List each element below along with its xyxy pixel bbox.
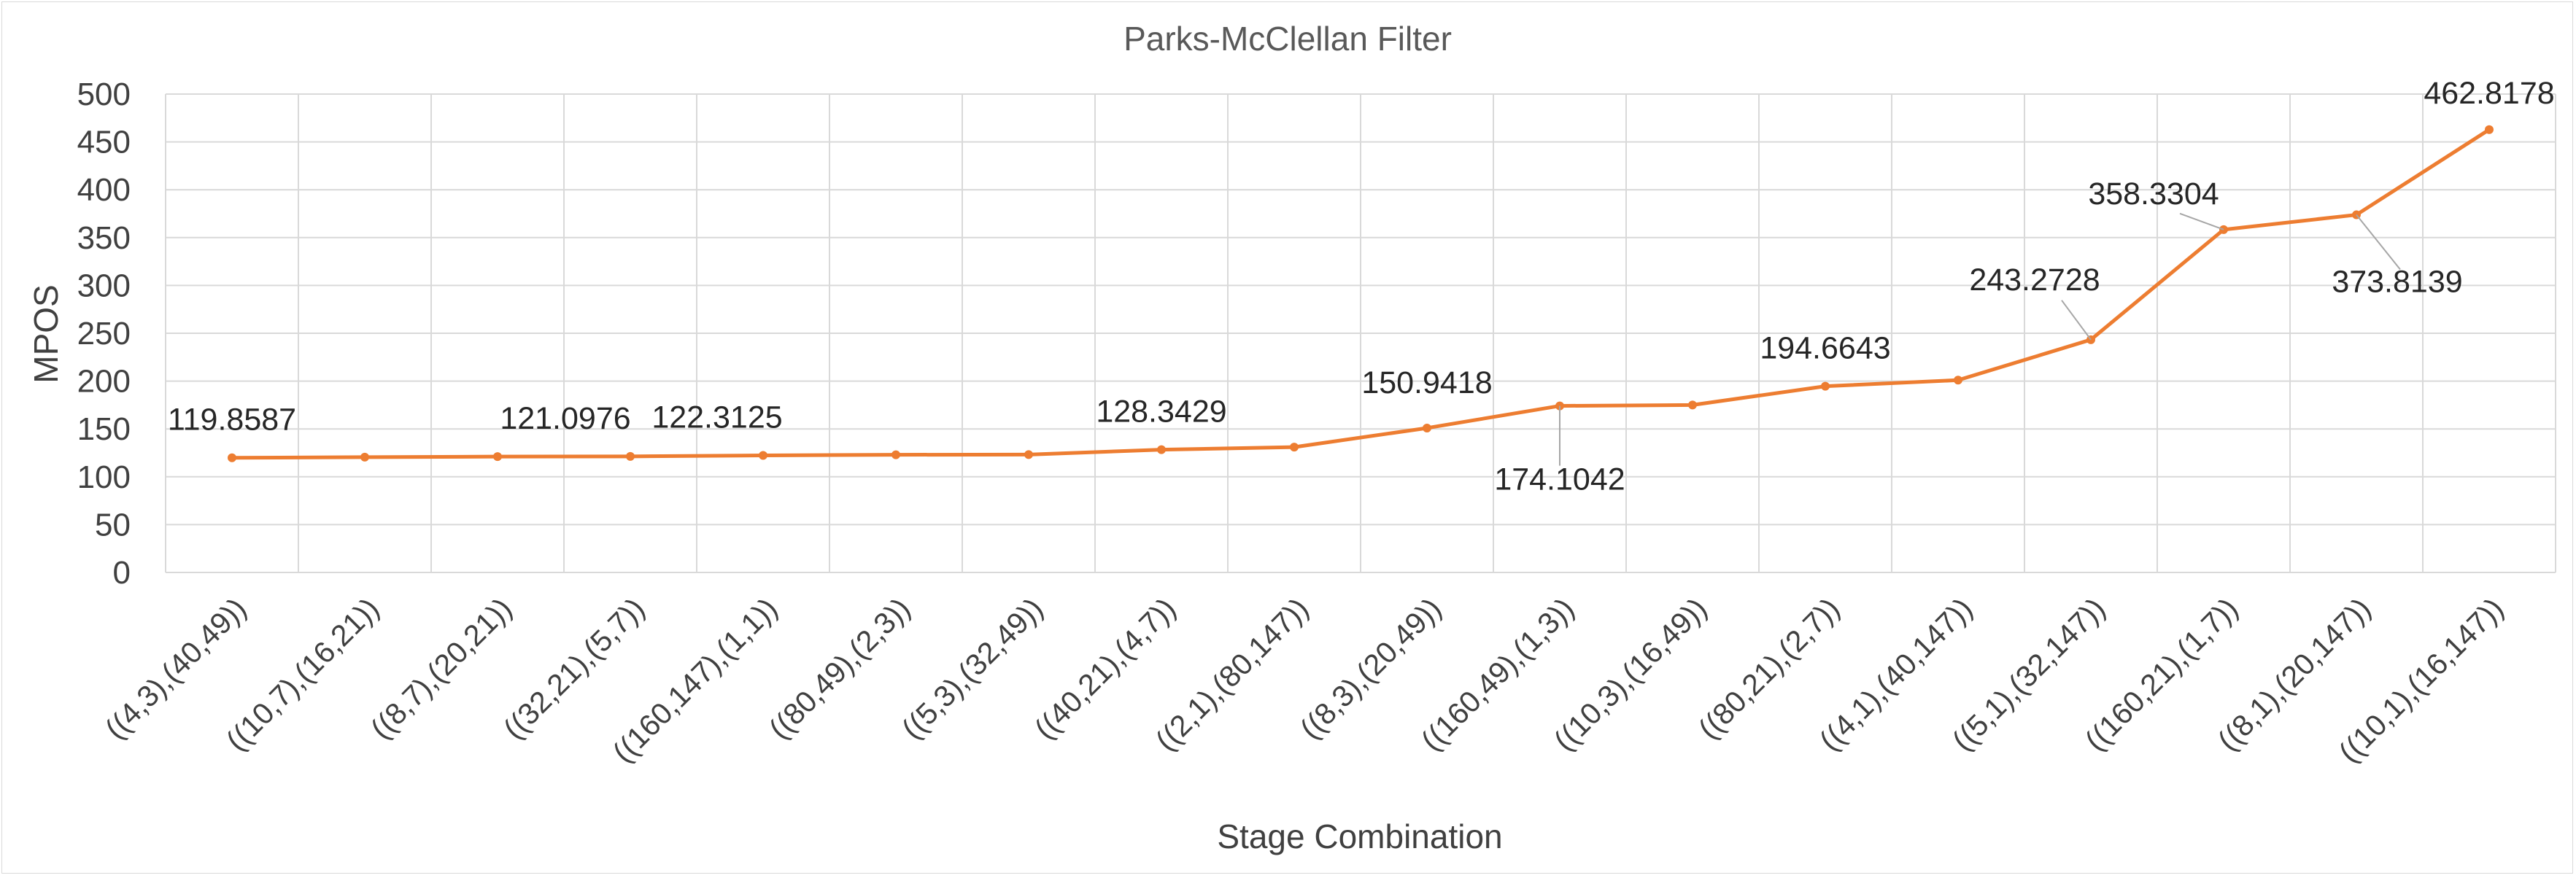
y-tick-label: 50 xyxy=(95,507,131,543)
x-tick-label: ((40,21),(4,7)) xyxy=(1028,591,1182,745)
data-point xyxy=(759,451,767,460)
x-tick-label: ((4,3),(40,49)) xyxy=(98,591,252,745)
data-point xyxy=(626,451,635,461)
gridlines xyxy=(165,93,2556,573)
data-point xyxy=(1821,381,1830,391)
data-label: 150.9418 xyxy=(1361,365,1492,400)
data-label: 122.3125 xyxy=(651,400,782,435)
label-leader-line xyxy=(2356,214,2401,271)
y-axis-ticks: 0 50 100 150 200 250 300 350 400 450 500 xyxy=(77,77,131,591)
data-label: 373.8139 xyxy=(2332,265,2462,300)
y-tick-label: 450 xyxy=(77,125,131,160)
y-tick-label: 250 xyxy=(77,316,131,351)
data-point xyxy=(1954,376,1962,385)
label-leader-line xyxy=(2179,212,2224,230)
data-point xyxy=(360,452,369,462)
data-point xyxy=(493,452,502,462)
x-tick-label: ((8,7),(20,21)) xyxy=(364,591,518,745)
y-tick-label: 500 xyxy=(77,77,131,112)
series-layer xyxy=(228,125,2494,462)
data-point xyxy=(2485,125,2494,134)
data-point xyxy=(1290,443,1299,452)
x-tick-label: ((8,3),(20,49)) xyxy=(1293,591,1447,745)
data-label: 128.3429 xyxy=(1096,395,1226,430)
data-labels: 119.8587 121.0976 122.3125 128.3429 150.9418… xyxy=(168,76,2555,497)
data-point xyxy=(228,453,236,462)
series-line xyxy=(231,128,2491,460)
data-label: 174.1042 xyxy=(1494,462,1625,497)
data-label: 243.2728 xyxy=(1969,263,2100,298)
data-label: 194.6643 xyxy=(1760,331,1890,366)
y-tick-label: 0 xyxy=(113,555,131,591)
x-axis-title: Stage Combination xyxy=(1217,817,1502,855)
y-tick-label: 350 xyxy=(77,220,131,256)
y-tick-label: 200 xyxy=(77,364,131,400)
label-leader-line xyxy=(2061,300,2092,341)
data-point xyxy=(1024,450,1033,459)
x-axis-ticks: ((4,3),(40,49))((10,7),(16,21))((8,7),(2… xyxy=(98,591,2510,769)
data-label: 121.0976 xyxy=(500,401,630,436)
x-tick-label: ((80,21),(2,7)) xyxy=(1692,591,1846,745)
data-label: 358.3304 xyxy=(2088,176,2219,211)
y-axis-title: MPOS xyxy=(27,284,65,383)
data-label: 462.8178 xyxy=(2424,76,2554,111)
chart-title: Parks-McClellan Filter xyxy=(1123,20,1452,58)
y-tick-label: 400 xyxy=(77,172,131,208)
data-point xyxy=(891,450,900,459)
y-tick-label: 150 xyxy=(77,411,131,447)
y-tick-label: 100 xyxy=(77,459,131,495)
x-tick-label: ((32,21),(5,7)) xyxy=(497,591,651,745)
data-point xyxy=(1157,445,1166,454)
data-point xyxy=(1688,400,1697,410)
y-tick-label: 300 xyxy=(77,268,131,303)
x-tick-label: ((80,49),(2,3)) xyxy=(762,591,916,745)
x-tick-label: ((5,3),(32,49)) xyxy=(895,591,1049,745)
data-point xyxy=(1423,423,1431,432)
data-label: 119.8587 xyxy=(168,403,296,438)
